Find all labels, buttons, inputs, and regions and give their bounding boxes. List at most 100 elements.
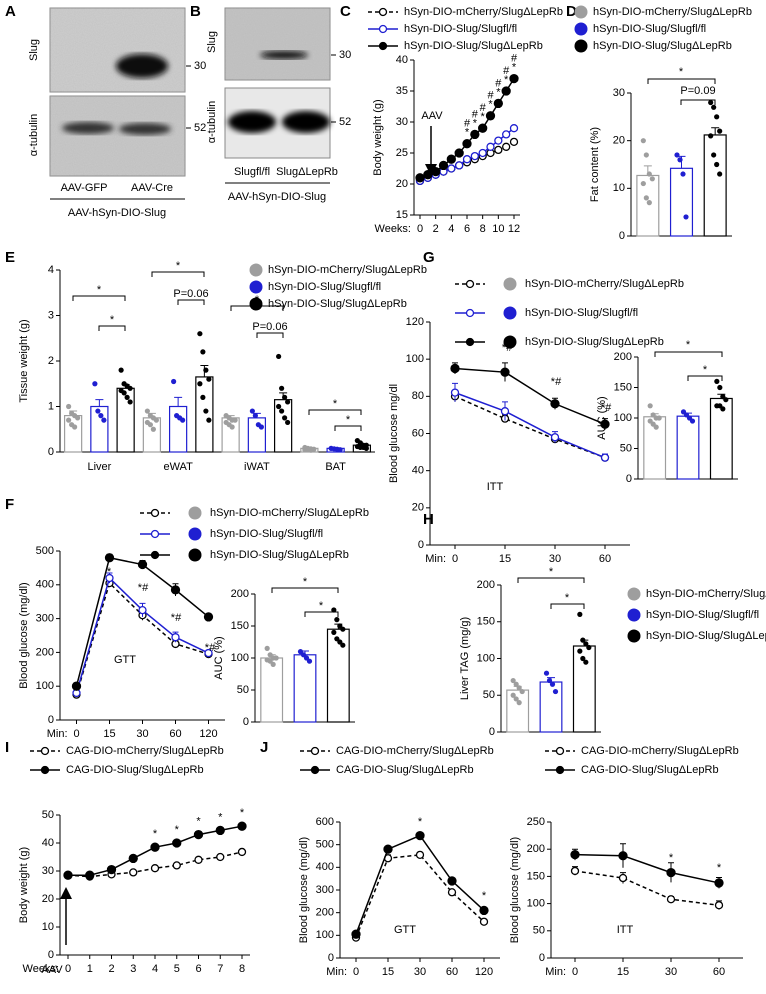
individual-point [72, 424, 78, 430]
legend-marker [378, 41, 388, 51]
y-tick-label: 0 [418, 539, 424, 551]
x-tick-label: 8 [239, 963, 245, 975]
y-tick-label: 200 [316, 907, 334, 919]
individual-point [206, 417, 212, 423]
legend-marker [150, 508, 160, 518]
data-point [714, 878, 724, 888]
data-point [500, 367, 510, 377]
annotation: * [717, 862, 722, 874]
individual-point [127, 385, 133, 391]
individual-point [583, 641, 589, 647]
individual-point [285, 419, 291, 426]
annotation: * [346, 414, 351, 426]
blot-band [62, 122, 114, 134]
y-tick-label: 1 [48, 400, 54, 412]
annotation: *# [205, 642, 216, 654]
data-point [447, 876, 457, 886]
x-tick-label: 120 [199, 728, 217, 740]
data-point [237, 847, 247, 857]
individual-point [643, 152, 649, 158]
row-label: Slug [28, 39, 40, 61]
individual-point [249, 408, 255, 414]
data-point [447, 888, 457, 897]
annotation: * [153, 828, 158, 840]
individual-point [340, 642, 346, 648]
individual-point [197, 381, 203, 387]
annotation: * [496, 86, 501, 98]
y-tick-label: 50 [620, 442, 632, 454]
y-tick-label: 4 [48, 264, 54, 276]
individual-point [680, 171, 686, 177]
individual-point [646, 200, 652, 206]
individual-point [510, 677, 516, 684]
y-tick-label: 300 [316, 884, 334, 896]
individual-point [270, 661, 276, 668]
y-tick-label: 300 [36, 613, 54, 625]
y-tick-label: 30 [42, 865, 54, 877]
bar [260, 657, 284, 723]
panel-letter: H [423, 511, 434, 528]
data-point [509, 137, 519, 146]
y-tick-label: 100 [231, 652, 249, 664]
data-point [106, 864, 117, 875]
x-tick-label: 4 [448, 223, 454, 235]
y-tick-label: 250 [527, 816, 545, 828]
y-tick-label: 2 [48, 355, 54, 367]
y-tick-label: 50 [533, 925, 545, 937]
individual-point [708, 133, 714, 139]
series-line [574, 853, 720, 884]
data-point [501, 86, 511, 96]
individual-point [513, 696, 519, 702]
x-tick-label: 7 [217, 963, 223, 975]
annotation: * [418, 816, 423, 828]
significance-bracket [151, 271, 205, 277]
x-tick-label: 15 [103, 728, 115, 740]
data-point [105, 573, 114, 583]
y-axis-label: AUC (%) [213, 636, 225, 679]
data-point [415, 173, 425, 183]
individual-point [264, 645, 270, 652]
legend-dot [503, 277, 517, 291]
data-point [494, 136, 503, 145]
legend-marker [378, 24, 388, 34]
individual-point [714, 114, 720, 120]
data-point [138, 606, 147, 615]
y-tick-label: 200 [231, 588, 249, 600]
y-axis-label: Blood glucose (mg/dl) [298, 837, 310, 943]
y-axis-label: Tissue weight (g) [18, 319, 30, 402]
legend-dot [188, 506, 202, 520]
x-tick-label: 0 [452, 553, 458, 565]
annotation: * [686, 339, 691, 351]
error-bar [174, 396, 183, 407]
significance-bracket [647, 78, 716, 84]
individual-point [331, 629, 337, 636]
individual-point [306, 658, 313, 664]
x-tick-label: 15 [617, 966, 629, 978]
x-tick-label: 5 [174, 963, 180, 975]
panel-letter: G [423, 249, 435, 266]
individual-point [674, 152, 680, 158]
blot-a: Slug α-tubulin 30 52 AAV-GFP AAV-Cre AAV… [28, 7, 206, 219]
annotation: * [255, 294, 260, 306]
individual-point [516, 700, 522, 706]
data-point [666, 867, 676, 878]
series-line [574, 870, 720, 906]
annotation: * [703, 364, 708, 376]
legend-dot [188, 548, 202, 562]
individual-point [200, 349, 206, 355]
series-line [355, 854, 485, 938]
y-tick-label: 0 [328, 952, 334, 964]
significance-bracket [517, 577, 585, 583]
individual-point [180, 417, 186, 423]
x-tick-label: 4 [152, 963, 158, 975]
individual-point [153, 417, 159, 423]
individual-point [171, 378, 177, 385]
individual-point [640, 180, 646, 187]
bar [539, 681, 563, 733]
individual-point [519, 688, 525, 695]
panel-letter: I [5, 739, 9, 756]
data-point [171, 633, 180, 642]
legend-label: CAG-DIO-Slug/SlugΔLepRb [66, 764, 204, 776]
annotation: * [110, 314, 115, 326]
y-tick-label: 25 [396, 147, 408, 159]
